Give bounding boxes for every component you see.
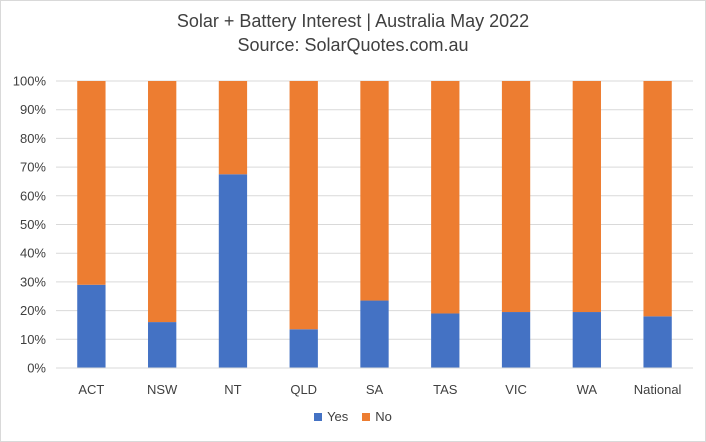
bar-yes-nt — [218, 174, 248, 368]
bar-no-national — [643, 81, 672, 317]
legend-swatch-no — [362, 412, 371, 421]
bar-yes-sa — [360, 300, 389, 368]
x-tick-label: TAS — [433, 382, 458, 397]
x-tick-label: NSW — [147, 382, 178, 397]
bar-no-qld — [289, 81, 318, 330]
x-tick-label: WA — [577, 382, 598, 397]
x-tick-label: NT — [224, 382, 241, 397]
bar-yes-vic — [501, 312, 531, 368]
bar-no-vic — [501, 81, 531, 313]
bar-yes-tas — [431, 313, 460, 368]
y-tick-label: 70% — [20, 160, 46, 175]
y-tick-label: 0% — [27, 361, 46, 376]
x-tick-label: SA — [366, 382, 384, 397]
bar-yes-nsw — [148, 322, 177, 368]
bar-yes-act — [77, 284, 106, 368]
bar-no-nsw — [148, 81, 177, 323]
chart-title: Solar + Battery Interest | Australia May… — [176, 11, 530, 31]
legend-item-yes: Yes — [314, 409, 348, 424]
y-tick-label: 60% — [20, 188, 46, 203]
x-tick-label: VIC — [505, 382, 527, 397]
y-tick-label: 90% — [20, 102, 46, 117]
chart-subtitle: Source: SolarQuotes.com.au — [237, 35, 469, 55]
chart-title-block: Solar + Battery Interest | Australia May… — [1, 9, 705, 57]
legend: Yes No — [1, 409, 705, 424]
y-tick-label: 30% — [20, 274, 46, 289]
y-tick-label: 50% — [20, 217, 46, 232]
legend-label-yes: Yes — [327, 409, 349, 424]
bar-no-wa — [572, 81, 601, 313]
bar-no-nt — [218, 81, 248, 175]
x-tick-label: QLD — [290, 382, 317, 397]
legend-item-no: No — [362, 409, 392, 424]
y-tick-label: 40% — [20, 246, 46, 261]
bar-yes-wa — [572, 312, 601, 368]
y-tick-label: 20% — [20, 303, 46, 318]
legend-label-no: No — [375, 409, 392, 424]
x-tick-label: National — [634, 382, 682, 397]
bar-no-act — [77, 81, 106, 285]
y-tick-label: 80% — [20, 131, 46, 146]
y-tick-label: 10% — [20, 332, 46, 347]
bar-no-sa — [360, 81, 389, 301]
y-tick-label: 100% — [13, 74, 47, 89]
bar-yes-qld — [289, 329, 318, 368]
x-tick-label: ACT — [78, 382, 104, 397]
bar-yes-national — [643, 316, 672, 368]
legend-swatch-yes — [314, 412, 323, 421]
bar-no-tas — [431, 81, 460, 314]
